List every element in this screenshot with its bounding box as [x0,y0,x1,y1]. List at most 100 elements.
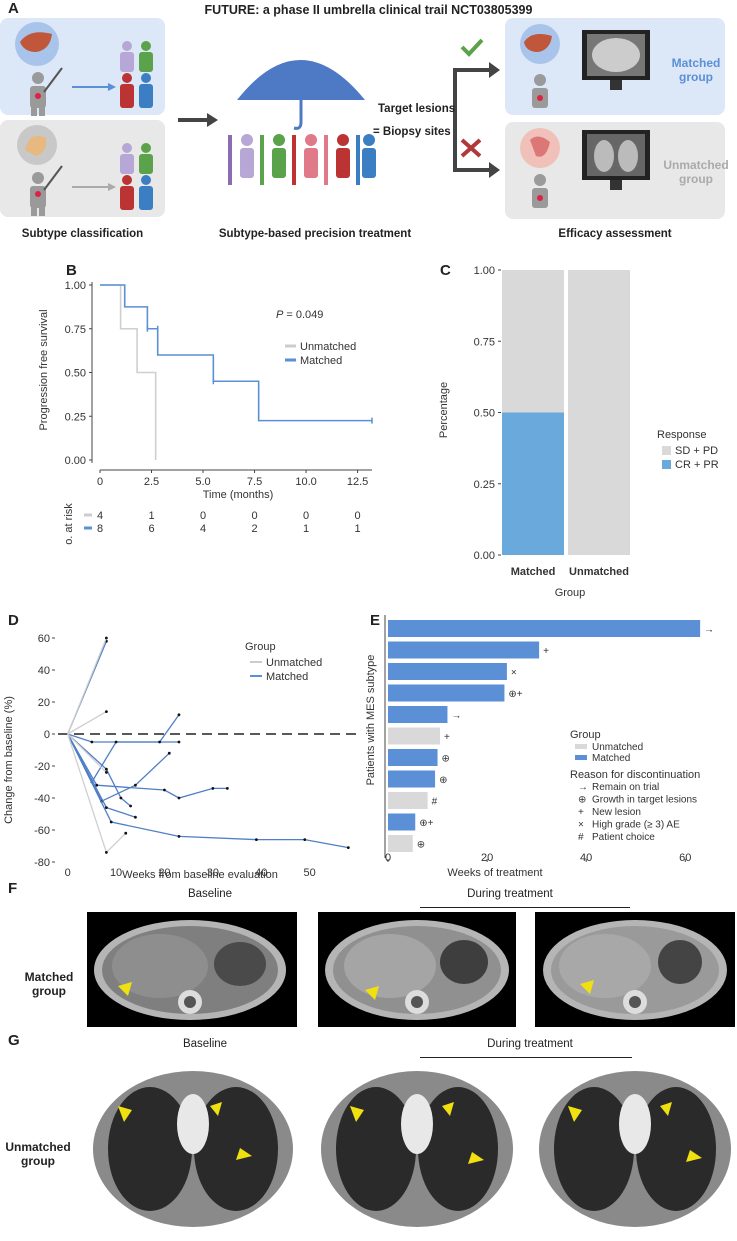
d-ytick-label: -60 [34,825,50,837]
g-group-label: Unmatched group [5,1140,71,1168]
e-bar-symbol: # [432,797,438,808]
d-legend-title: Group [245,641,276,653]
e-bar-symbol: ⊕+ [419,818,433,829]
unmatched-group-label: Unmatched group [663,158,729,186]
d-point [254,838,258,841]
b-ytick-label: 0.50 [65,368,86,380]
d-series-matched [67,733,170,803]
b-ylabel: Progression free survival [38,309,50,430]
panel-b-label: B [66,262,77,279]
d-legend-unmatched: Unmatched [266,657,322,669]
d-ytick-label: -40 [34,793,50,805]
b-legend-unmatched: Unmatched [300,341,356,353]
lesion-dot [35,93,41,99]
f-baseline-label: Baseline [187,888,233,900]
e-xtick-label: 20 [481,852,493,864]
b-risk-matched: 1 [303,523,309,535]
d-series-unmatched [67,637,107,735]
e-reason-symbol: # [578,832,584,843]
ct-lung-during-2 [535,1064,735,1236]
biopsy-sites-label: = Biopsy sites [373,126,451,138]
panel-a-schematic [0,18,725,219]
c-bar-sdpd [502,270,564,413]
b-xtick-label: 2.5 [144,476,159,488]
e-bar-matched [388,663,507,680]
d-point [134,815,137,819]
e-reason-symbol: → [578,782,588,793]
b-legend-matched: Matched [300,355,342,367]
c-legend-crpr-swatch [662,460,671,469]
d-ytick-label: -20 [34,761,50,773]
e-reason-label: Remain on trial [592,782,659,793]
c-legend-sdpd-swatch [662,446,671,455]
d-xtick-label: 20 [158,867,170,879]
d-ytick-label: -80 [34,857,50,869]
d-xtick-label: 30 [207,867,219,879]
c-legend-sdpd: SD + PD [675,445,718,457]
b-risk-unmatched: 0 [200,510,206,522]
ct-liver-during-1 [318,912,516,1027]
umbrella-icon [237,60,365,100]
b-risk-matched: 1 [355,523,361,535]
liver-icon-2 [524,34,552,52]
check-icon [460,38,484,57]
d-series-matched [67,733,228,799]
c-category-label: Unmatched [569,566,629,578]
panel-a-title: FUTURE: a phase II umbrella clinical tra… [204,3,533,17]
b-risk-unmatched: 0 [303,510,309,522]
g-baseline-label: Baseline [182,1038,228,1050]
e-reason-label: New lesion [592,807,641,818]
c-legend-title: Response [657,429,707,441]
d-point [177,796,181,800]
iv-patients-icon [228,134,376,185]
panel-c-label: C [440,262,451,279]
c-ytick-label: 0.00 [474,550,495,562]
d-point [119,796,123,800]
e-bar-symbol: → [704,625,714,636]
d-point [104,771,108,774]
d-point [177,713,181,717]
b-xtick-label: 0 [97,476,103,488]
b-risk-label: No. at risk [63,503,75,545]
response-chart: Percentage Group Response SD + PD CR + P… [438,265,719,599]
e-legend-unmatched-swatch [575,744,587,749]
b-xtick-label: 5.0 [195,476,210,488]
b-ytick-label: 0.00 [65,455,86,467]
d-point [225,787,229,790]
b-xtick-label: 10.0 [295,476,316,488]
b-xtick-label: 7.5 [247,476,262,488]
e-xtick-label: 60 [679,852,691,864]
e-bar-matched [388,749,438,766]
c-ylabel: Percentage [438,382,450,438]
e-reason-label: Growth in target lesions [592,795,697,806]
f-during-label: During treatment [467,888,553,900]
e-reason-label: Patient choice [592,832,655,843]
e-legend-title: Group [570,729,601,741]
b-risk-unmatched: 0 [355,510,361,522]
e-legend-matched: Matched [592,753,630,764]
e-bar-matched [388,641,540,659]
b-risk-unmatched: 0 [251,510,257,522]
f-during-line [420,907,630,908]
d-ytick-label: 60 [38,633,50,645]
cross-icon [460,138,482,158]
liver-icon [20,32,52,52]
d-ytick-label: 40 [38,665,50,677]
e-bar-symbol: ⊕ [439,775,447,786]
lung-arrow-icon-2 [350,1106,364,1122]
e-bar-matched [388,706,448,723]
d-point [114,740,118,744]
panel-d-label: D [8,612,19,629]
b-risk-matched: 2 [251,523,257,535]
e-reason-symbol: × [578,820,584,831]
subtype-caption: Subtype classification [21,228,144,240]
b-ytick-label: 0.75 [65,324,86,336]
c-ytick-label: 0.25 [474,479,495,491]
e-bar-symbol: ⊕ [417,840,425,851]
c-bar-sdpd [568,270,630,555]
swimmer-chart: Patients with MES subtype Weeks of treat… [365,615,714,879]
b-xlabel: Time (months) [203,489,274,501]
d-xtick-label: 40 [255,867,267,879]
e-bar-matched [388,684,505,702]
d-point [104,710,108,713]
